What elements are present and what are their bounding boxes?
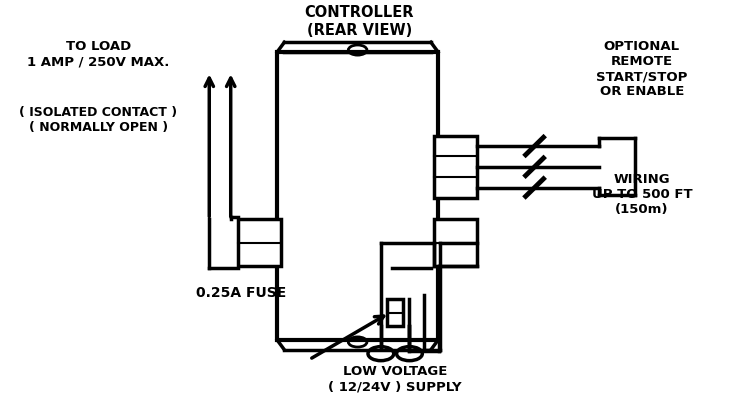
Text: LOW VOLTAGE
( 12/24V ) SUPPLY: LOW VOLTAGE ( 12/24V ) SUPPLY xyxy=(328,365,462,393)
Text: CONTROLLER
(REAR VIEW): CONTROLLER (REAR VIEW) xyxy=(305,5,414,38)
Text: ( ISOLATED CONTACT )
( NORMALLY OPEN ): ( ISOLATED CONTACT ) ( NORMALLY OPEN ) xyxy=(20,106,178,134)
Text: WIRING
UP TO 500 FT
(150m): WIRING UP TO 500 FT (150m) xyxy=(591,173,692,216)
Text: OPTIONAL
REMOTE
START/STOP
OR ENABLE: OPTIONAL REMOTE START/STOP OR ENABLE xyxy=(596,40,687,98)
Bar xyxy=(434,219,477,266)
Bar xyxy=(238,219,281,266)
Bar xyxy=(434,136,477,198)
Text: 0.25A FUSE: 0.25A FUSE xyxy=(196,286,286,300)
Bar xyxy=(387,299,403,326)
Text: TO LOAD
1 AMP / 250V MAX.: TO LOAD 1 AMP / 250V MAX. xyxy=(27,40,170,68)
